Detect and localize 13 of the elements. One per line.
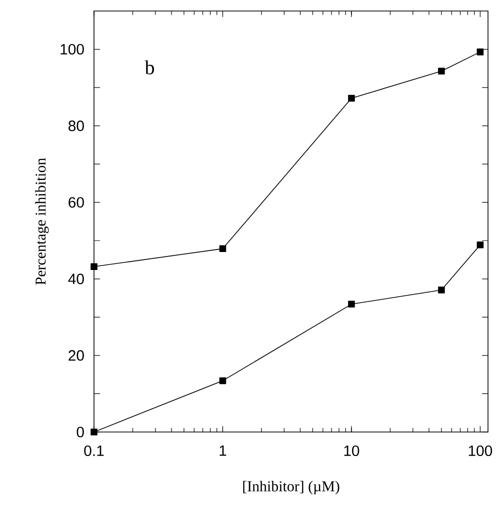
y-tick-label: 60 xyxy=(68,197,84,208)
y-tick-label: 0 xyxy=(76,426,84,438)
y-tick-label: 20 xyxy=(68,350,84,361)
x-tick-label: 0.1 xyxy=(84,445,104,456)
x-tick-label: 1 xyxy=(220,445,226,456)
x-tick-label: 100 xyxy=(468,445,492,456)
x-tick-label: 10 xyxy=(344,445,360,456)
annotation: b xyxy=(144,60,154,74)
y-tick-label: 80 xyxy=(68,120,84,132)
y-tick-label: 100 xyxy=(60,44,84,55)
y-tick-label: 40 xyxy=(68,274,84,284)
x-axis-title: [Inhibitor] (µM) xyxy=(243,480,340,494)
y-axis-title: Percentage inhibition xyxy=(35,158,49,285)
